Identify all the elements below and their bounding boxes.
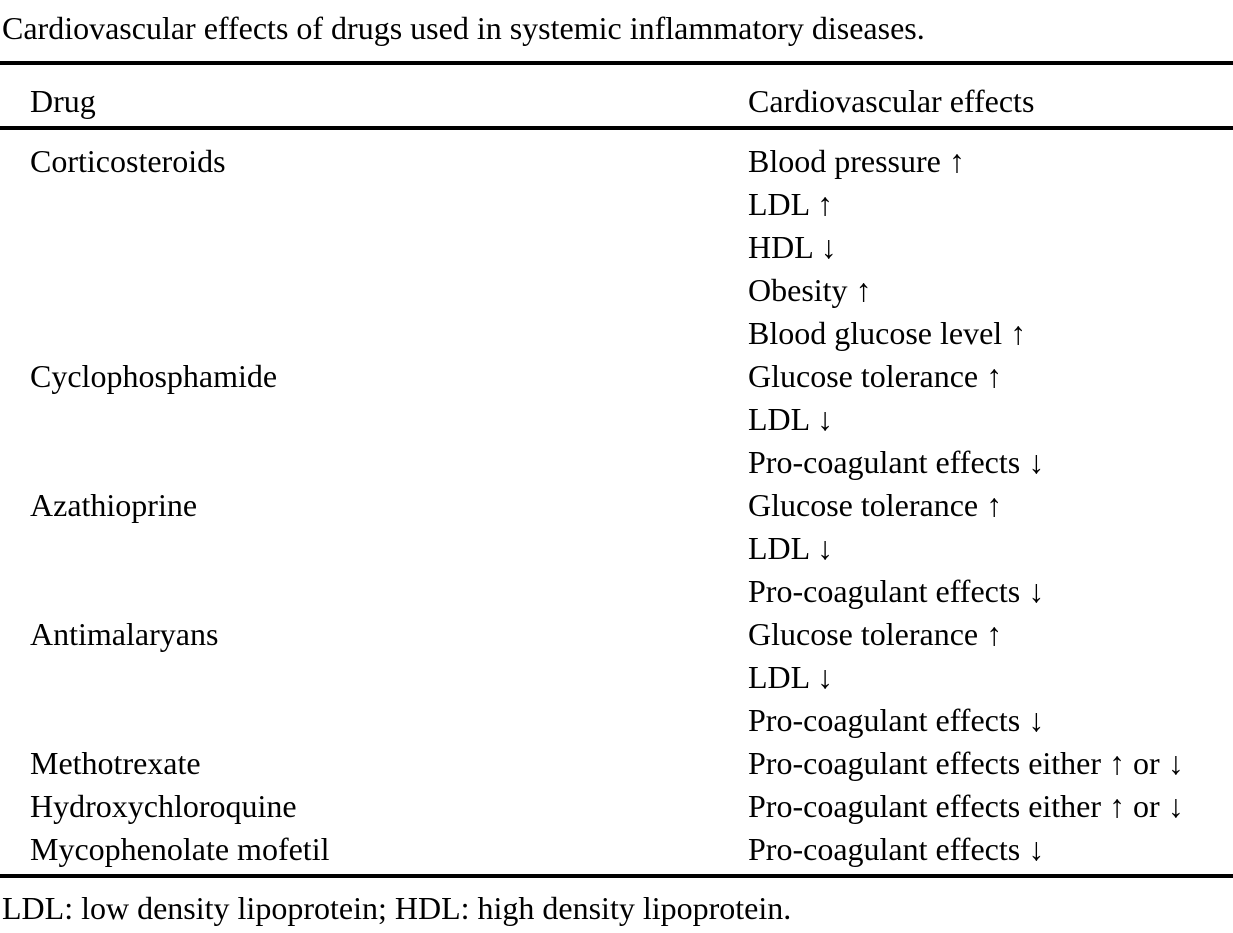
effect-line: Pro-coagulant effects either ↑ or ↓ xyxy=(748,745,1184,781)
drug-cell: Azathioprine xyxy=(30,487,198,523)
effect-line: Pro-coagulant effects ↓ xyxy=(748,573,1045,609)
effect-line: Pro-coagulant effects ↓ xyxy=(748,444,1045,480)
effects-cell: Pro-coagulant effects either ↑ or ↓ xyxy=(748,742,1233,785)
effect-line: LDL ↓ xyxy=(748,659,834,695)
effect-line: Pro-coagulant effects ↓ xyxy=(748,831,1045,867)
table-row: Cyclophosphamide Glucose tolerance ↑ LDL ↓… xyxy=(0,355,1233,484)
drug-cell: Hydroxychloroquine xyxy=(30,788,297,824)
effect-line: Pro-coagulant effects either ↑ or ↓ xyxy=(748,788,1184,824)
table-header-row: Drug Cardiovascular effects xyxy=(0,65,1233,126)
effects-cell: Pro-coagulant effects ↓ xyxy=(748,828,1233,871)
effect-line: Glucose tolerance ↑ xyxy=(748,616,1003,652)
table-body: Corticosteroids Blood pressure ↑ LDL ↑ HDL … xyxy=(0,130,1233,874)
effect-line: Glucose tolerance ↑ xyxy=(748,358,1003,394)
effect-line: HDL ↓ xyxy=(748,229,837,265)
effect-line: Glucose tolerance ↑ xyxy=(748,487,1003,523)
effects-cell: Pro-coagulant effects either ↑ or ↓ xyxy=(748,785,1233,828)
drug-cell: Methotrexate xyxy=(30,745,201,781)
top-rule xyxy=(0,61,1233,65)
drug-cell: Antimalaryans xyxy=(30,616,219,652)
effect-line: Blood glucose level ↑ xyxy=(748,315,1027,351)
effect-line: Blood pressure ↑ xyxy=(748,143,965,179)
drug-cell: Mycophenolate mofetil xyxy=(30,831,330,867)
bottom-rule xyxy=(0,874,1233,878)
effects-cell: Glucose tolerance ↑ LDL ↓ Pro-coagulant ef… xyxy=(748,355,1233,484)
table-row: Corticosteroids Blood pressure ↑ LDL ↑ HDL … xyxy=(0,140,1233,355)
table-row: Antimalaryans Glucose tolerance ↑ LDL ↓ Pro… xyxy=(0,613,1233,742)
column-header-drug: Drug xyxy=(30,83,96,119)
effects-cell: Glucose tolerance ↑ LDL ↓ Pro-coagulant ef… xyxy=(748,484,1233,613)
table-row: Azathioprine Glucose tolerance ↑ LDL ↓ Pro-… xyxy=(0,484,1233,613)
table-caption: Cardiovascular effects of drugs used in … xyxy=(2,10,925,46)
effect-line: LDL ↓ xyxy=(748,530,834,566)
effects-cell: Blood pressure ↑ LDL ↑ HDL ↓ Obesity ↑ Blood… xyxy=(748,140,1233,355)
table-row: Hydroxychloroquine Pro-coagulant effects … xyxy=(0,785,1233,828)
table-row: Mycophenolate mofetil Pro-coagulant effec… xyxy=(0,828,1233,871)
table-footnote: LDL: low density lipoprotein; HDL: high … xyxy=(2,890,792,926)
drug-cell: Corticosteroids xyxy=(30,143,226,179)
column-header-effects: Cardiovascular effects xyxy=(748,83,1035,119)
effect-line: Pro-coagulant effects ↓ xyxy=(748,702,1045,738)
table-row: Methotrexate Pro-coagulant effects either… xyxy=(0,742,1233,785)
effects-cell: Glucose tolerance ↑ LDL ↓ Pro-coagulant ef… xyxy=(748,613,1233,742)
effect-line: LDL ↑ xyxy=(748,186,834,222)
drug-cell: Cyclophosphamide xyxy=(30,358,278,394)
header-rule xyxy=(0,126,1233,130)
effect-line: LDL ↓ xyxy=(748,401,834,437)
effect-line: Obesity ↑ xyxy=(748,272,872,308)
